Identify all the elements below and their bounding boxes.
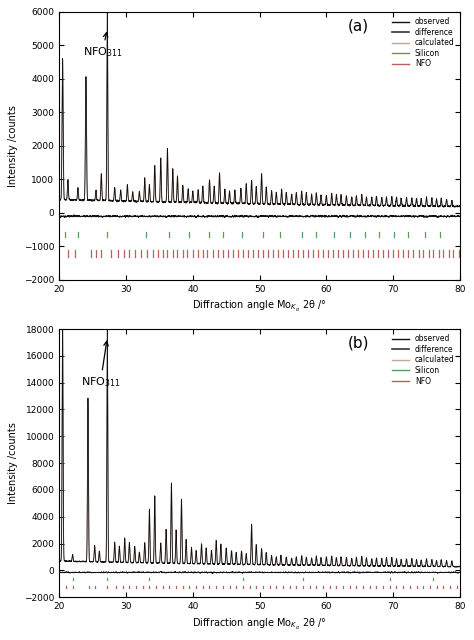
Legend: observed, difference, calculated, Silicon, NFO: observed, difference, calculated, Silico… — [391, 333, 456, 387]
Text: NFO$_{311}$: NFO$_{311}$ — [81, 341, 120, 389]
Y-axis label: Intensity /counts: Intensity /counts — [9, 105, 18, 187]
Y-axis label: Intensity /counts: Intensity /counts — [9, 422, 18, 504]
X-axis label: Diffraction angle Mo$_{K_{\alpha}}$ 2θ /°: Diffraction angle Mo$_{K_{\alpha}}$ 2θ /… — [192, 300, 327, 314]
X-axis label: Diffraction angle Mo$_{K_{\alpha}}$ 2θ /°: Diffraction angle Mo$_{K_{\alpha}}$ 2θ /… — [192, 616, 327, 632]
Legend: observed, difference, calculated, Silicon, NFO: observed, difference, calculated, Silico… — [391, 15, 456, 70]
Text: NFO$_{311}$: NFO$_{311}$ — [82, 33, 122, 60]
Text: (a): (a) — [348, 19, 369, 34]
Text: (b): (b) — [348, 336, 369, 351]
